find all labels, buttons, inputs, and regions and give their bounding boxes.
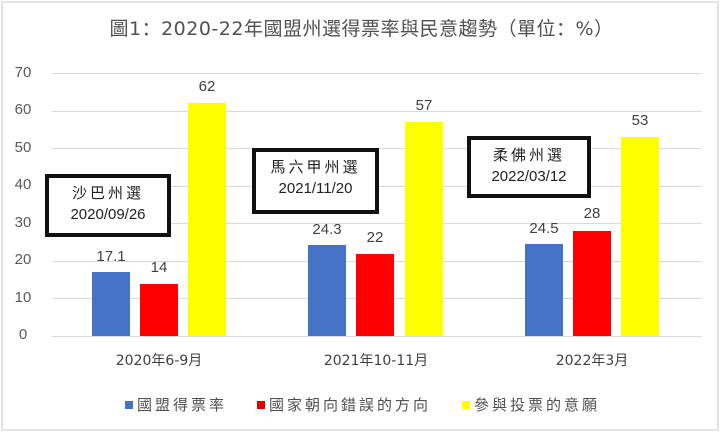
y-tick: 30 <box>14 214 32 231</box>
legend-label: 國盟得票率 <box>137 396 228 414</box>
y-tick: 10 <box>14 289 32 306</box>
annotation-date: 2021/11/20 <box>278 180 353 197</box>
bar-value-label: 53 <box>631 112 649 129</box>
bar-blue <box>308 245 346 336</box>
gridline <box>52 111 702 112</box>
legend: 國盟得票率 國家朝向錯誤的方向 參與投票的意願 <box>0 394 723 414</box>
bar-red <box>140 284 178 336</box>
y-tick: 20 <box>14 251 32 268</box>
gridline <box>52 223 702 224</box>
bar-value-label: 17.1 <box>96 248 126 265</box>
bar-value-label: 24.3 <box>312 221 342 238</box>
chart-title: 圖1：2020-22年國盟州選得票率與民意趨勢（單位：%） <box>109 18 614 40</box>
bar-value-label: 57 <box>415 97 433 114</box>
x-tick: 2020年6-9月 <box>115 353 203 369</box>
bar-value-label: 24.5 <box>529 220 559 237</box>
annotation-date: 2022/03/12 <box>491 168 567 185</box>
bar-blue <box>525 244 563 336</box>
y-tick: 60 <box>14 101 32 118</box>
bar-yellow <box>405 122 443 336</box>
gridline <box>52 73 702 74</box>
y-tick: 70 <box>14 64 32 81</box>
bar-value-label: 22 <box>366 229 384 246</box>
y-tick: 40 <box>14 176 32 193</box>
y-tick: 0 <box>18 326 28 343</box>
bar-blue <box>92 272 130 336</box>
bar-red <box>573 231 611 336</box>
legend-swatch-icon <box>125 400 133 409</box>
bar-value-label: 62 <box>198 78 216 95</box>
bar-value-label: 14 <box>150 259 168 276</box>
annotation-date: 2020/09/26 <box>70 206 146 223</box>
legend-item-yellow: 參與投票的意願 <box>462 394 600 415</box>
legend-item-blue: 國盟得票率 <box>125 394 227 415</box>
legend-item-red: 國家朝向錯誤的方向 <box>257 394 431 415</box>
legend-swatch-icon <box>462 400 470 409</box>
annotation-johor: 柔佛州選 2022/03/12 <box>467 136 591 198</box>
legend-swatch-icon <box>257 400 265 409</box>
x-tick: 2022年3月 <box>555 353 629 369</box>
bar-yellow <box>621 137 659 336</box>
annotation-sabah: 沙巴州選 2020/09/26 <box>45 174 171 237</box>
annotation-title: 沙巴州選 <box>71 184 144 202</box>
legend-label: 國家朝向錯誤的方向 <box>269 396 432 414</box>
bar-value-label: 28 <box>583 205 601 222</box>
annotation-title: 馬六甲州選 <box>270 158 361 176</box>
bar-yellow <box>188 103 226 336</box>
bar-red <box>356 254 394 336</box>
annotation-title: 柔佛州選 <box>492 146 565 164</box>
annotation-malacca: 馬六甲州選 2021/11/20 <box>252 148 379 214</box>
y-tick: 50 <box>14 139 32 156</box>
x-tick: 2021年10-11月 <box>323 353 429 369</box>
legend-label: 參與投票的意願 <box>474 396 601 414</box>
gridline-baseline <box>52 336 702 337</box>
